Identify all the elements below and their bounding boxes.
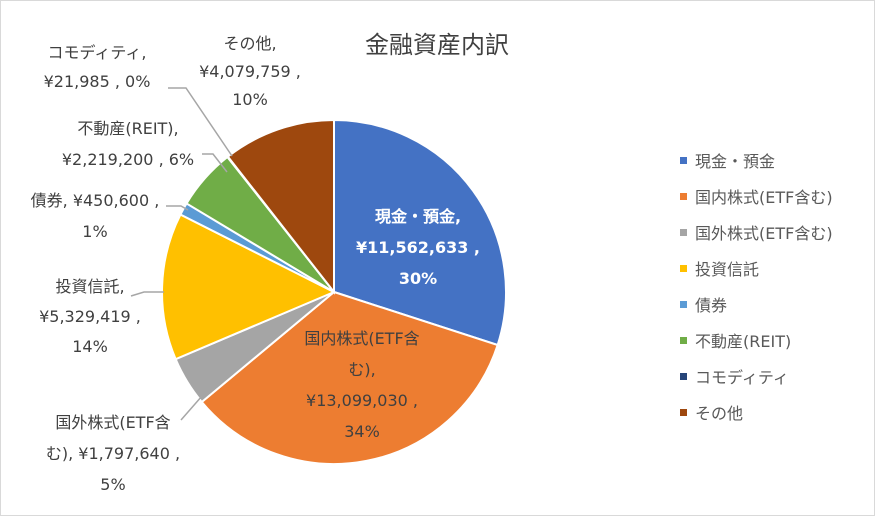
data-label-5: 不動産(REIT), ¥2,219,200 , 6% <box>62 119 194 169</box>
data-label-4: 債券, ¥450,600 , 1% <box>31 191 160 241</box>
legend-swatch <box>680 157 687 164</box>
data-label-7: その他, ¥4,079,759 , 10% <box>199 34 301 109</box>
legend-swatch <box>680 265 687 272</box>
chart-title: 金融資産内訳 <box>365 31 509 59</box>
legend-label: 国外株式(ETF含む) <box>695 224 833 243</box>
legend-label: その他 <box>695 404 744 423</box>
legend-swatch <box>680 193 687 200</box>
legend-label: 不動産(REIT) <box>695 332 792 351</box>
leader-line-4 <box>166 205 189 211</box>
legend-item-6: コモディティ <box>680 366 789 390</box>
legend-label: 債券 <box>695 296 728 315</box>
legend-swatch <box>680 409 687 416</box>
legend-swatch <box>680 373 687 380</box>
slice-0 <box>333 118 507 347</box>
legend-item-4: 債券 <box>680 294 727 318</box>
legend-swatch <box>680 301 687 308</box>
data-label-6: コモディティ, ¥21,985 , 0% <box>44 43 151 91</box>
data-label-2: 国外株式(ETF含む), ¥1,797,640 , 5% <box>46 413 180 494</box>
leader-line-3 <box>130 291 164 297</box>
leader-line-5 <box>202 153 228 173</box>
data-label-1: 国内株式(ETF含む), ¥13,099,030 , 34% <box>304 329 419 441</box>
legend-item-5: 不動産(REIT) <box>680 330 791 354</box>
data-label-0: 現金・預金, ¥11,562,633 , 30% <box>356 207 480 288</box>
legend-label: コモディティ <box>695 368 789 387</box>
legend-swatch <box>680 337 687 344</box>
legend-label: 現金・預金 <box>695 152 776 171</box>
leader-line-2 <box>180 395 203 421</box>
legend-item-1: 国内株式(ETF含む) <box>680 186 833 210</box>
legend-item-3: 投資信託 <box>680 258 759 282</box>
legend-item-0: 現金・預金 <box>680 150 775 174</box>
legend-item-7: その他 <box>680 402 743 426</box>
data-label-3: 投資信託, ¥5,329,419 , 14% <box>39 277 141 356</box>
legend-label: 国内株式(ETF含む) <box>695 188 833 207</box>
legend-label: 投資信託 <box>695 260 760 279</box>
slice-7 <box>226 118 335 295</box>
legend-swatch <box>680 229 687 236</box>
slice-1 <box>200 290 499 465</box>
leader-line-6 <box>168 87 233 157</box>
slice-3 <box>161 213 337 361</box>
legend-item-2: 国外株式(ETF含む) <box>680 222 833 246</box>
